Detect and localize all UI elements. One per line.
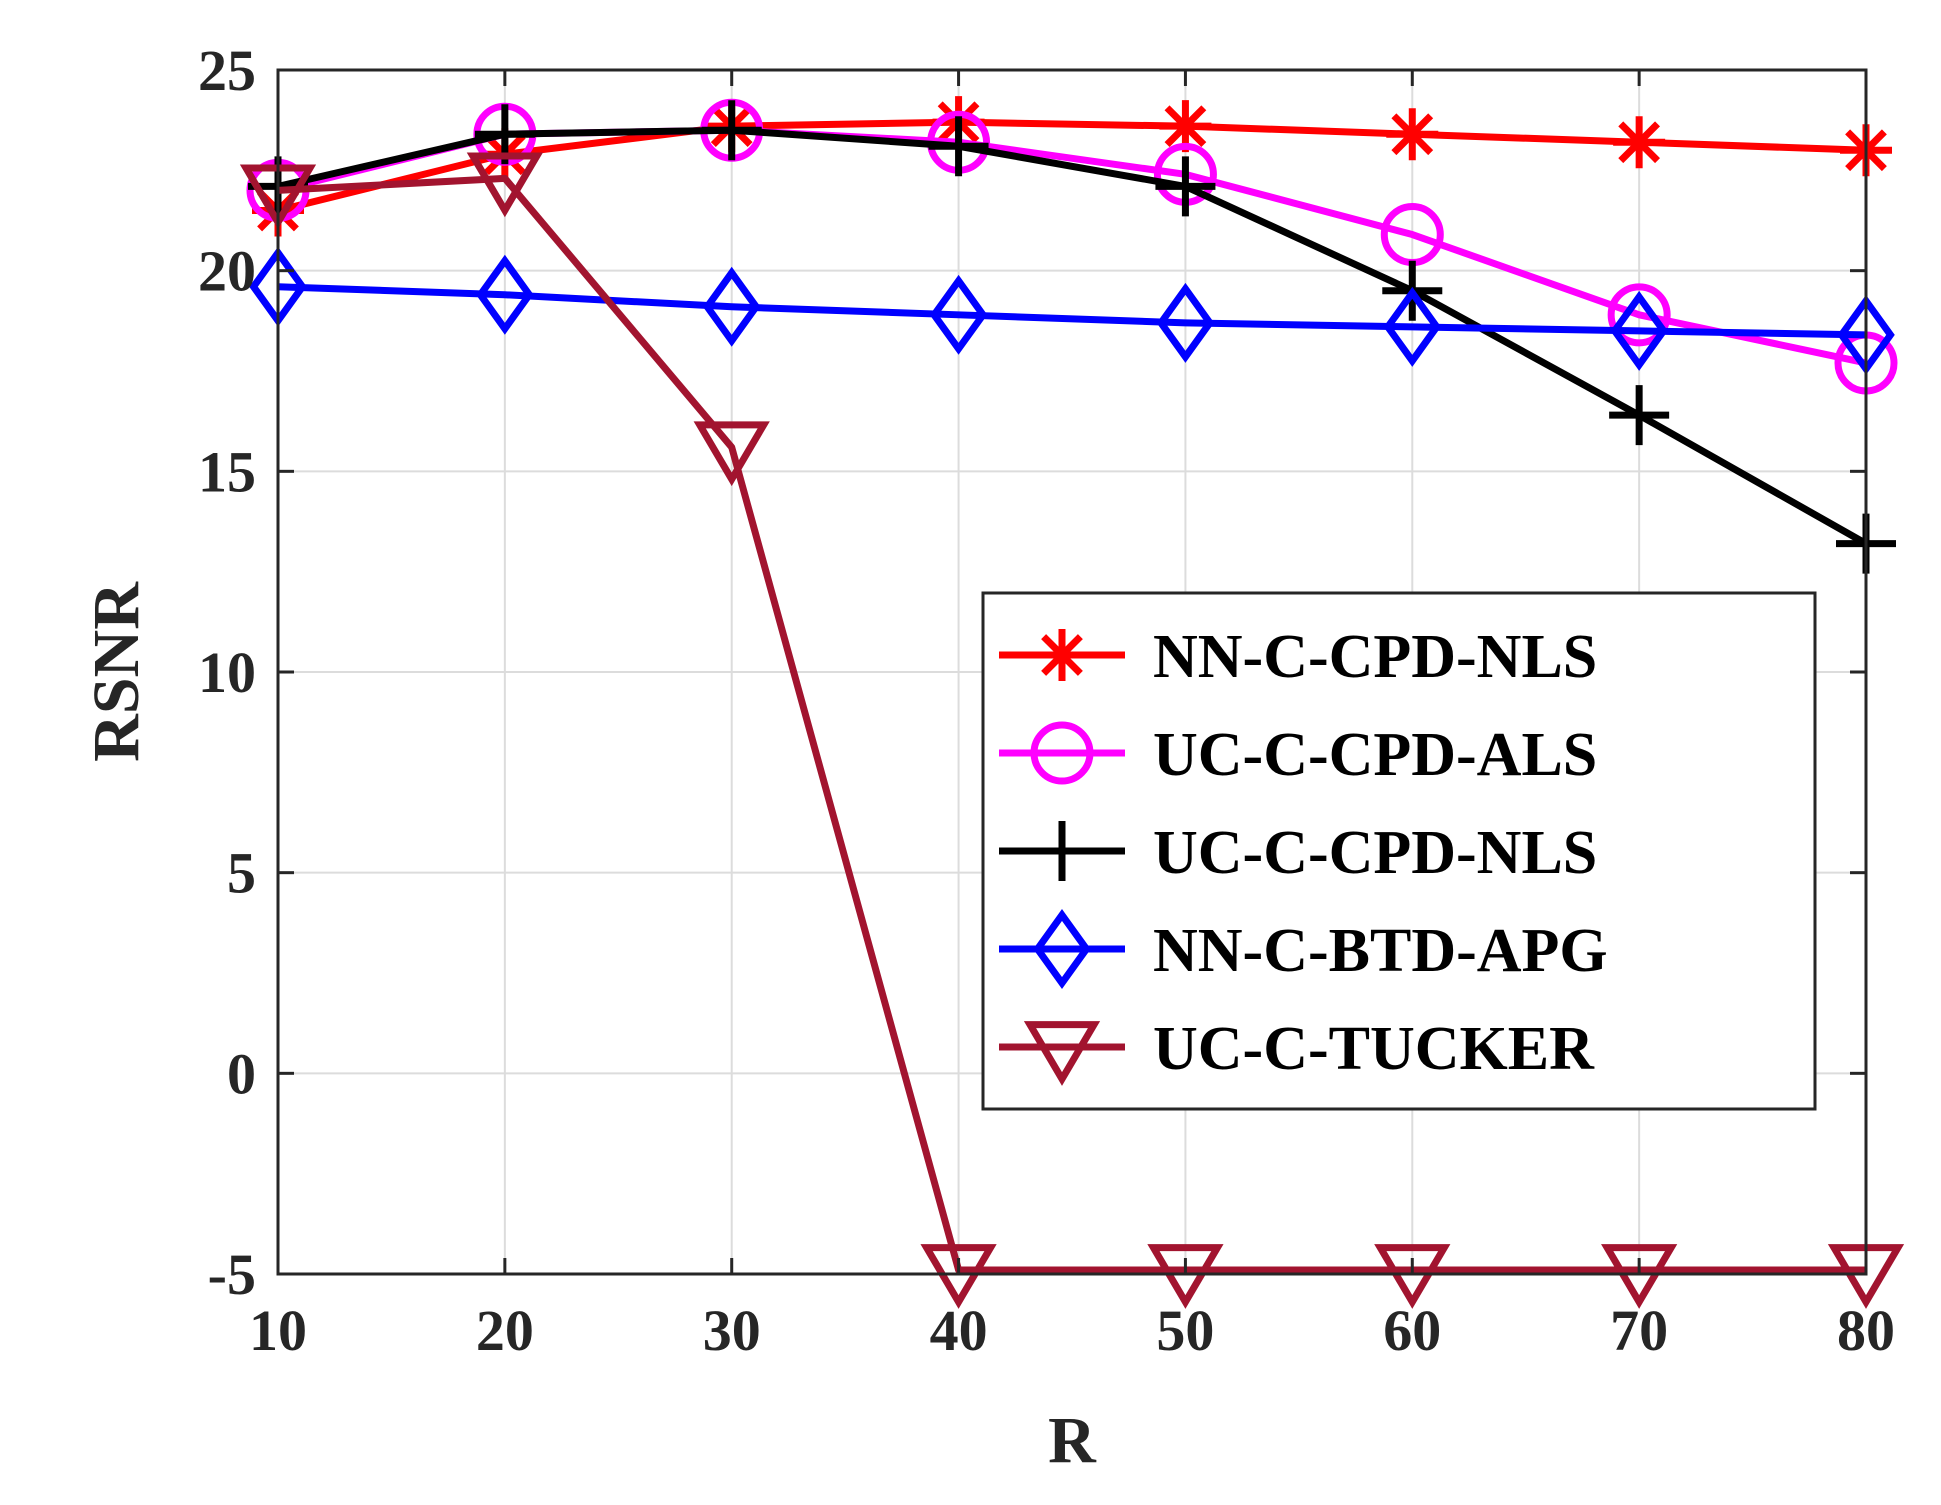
legend-marker: [1033, 909, 1091, 989]
data-point-marker: [1383, 286, 1442, 367]
legend-entry: UC-C-CPD-NLS: [999, 819, 1597, 887]
y-tick-label: 10: [198, 640, 256, 705]
y-tick-label: 15: [198, 439, 256, 504]
x-tick-label: 20: [476, 1298, 534, 1363]
y-axis-label: RSNR: [80, 581, 153, 762]
legend-entry: UC-C-TUCKER: [999, 1015, 1595, 1086]
x-axis-label: R: [1048, 1404, 1097, 1477]
y-tick-label: 5: [227, 841, 256, 906]
data-point-marker: [466, 152, 543, 218]
x-axis-ticks: 10 20 30 40 50 60 70 80: [249, 70, 1895, 1363]
legend-entry: NN-C-BTD-APG: [999, 909, 1608, 989]
series-line: [277, 283, 1867, 339]
data-point-marker: [1164, 105, 1207, 148]
series-line: [277, 174, 1866, 1274]
y-axis-ticks: -5 0 5 10 15 20 25: [198, 38, 1866, 1307]
legend-label: NN-C-BTD-APG: [1153, 917, 1608, 985]
data-point-marker: [1156, 282, 1215, 363]
series-line: [277, 118, 1867, 214]
data-point-marker: [1618, 121, 1661, 164]
data-point-marker: [1610, 290, 1668, 371]
x-tick-label: 10: [249, 1298, 307, 1363]
x-tick-label: 50: [1156, 1298, 1214, 1363]
data-point-marker: [1155, 156, 1216, 217]
series-line: [277, 126, 1868, 547]
data-point-marker: [1609, 385, 1670, 446]
data-point-marker: [1391, 113, 1434, 156]
legend-marker: [1041, 634, 1083, 676]
data-point-marker: [693, 421, 770, 487]
data-point-marker: [1607, 283, 1671, 347]
x-tick-label: 60: [1383, 1298, 1441, 1363]
series-layer: [239, 96, 1905, 1309]
legend-marker: [1032, 821, 1092, 881]
legend-label: UC-C-CPD-NLS: [1153, 819, 1597, 887]
legend-entry: UC-C-CPD-ALS: [999, 721, 1597, 789]
x-tick-label: 80: [1837, 1298, 1895, 1363]
data-point-marker: [701, 100, 762, 161]
legend-marker: [1030, 721, 1094, 785]
data-point-marker: [476, 254, 534, 335]
legend-label: UC-C-TUCKER: [1153, 1015, 1595, 1083]
legend-entry: NN-C-CPD-NLS: [999, 623, 1597, 691]
data-point-marker: [702, 266, 761, 347]
x-tick-label: 70: [1610, 1298, 1668, 1363]
legend-label: NN-C-CPD-NLS: [1153, 623, 1597, 691]
y-tick-label: 25: [198, 38, 256, 103]
data-point-marker: [928, 116, 989, 177]
y-tick-label: -5: [208, 1242, 256, 1307]
legend-label: UC-C-CPD-ALS: [1153, 721, 1597, 789]
x-tick-label: 40: [930, 1298, 988, 1363]
legend: NN-C-CPD-NLS UC-C-CPD-ALS UC-C-CPD-NLS NN-C…: [981, 591, 1817, 1111]
y-tick-label: 20: [198, 239, 256, 304]
y-tick-label: 0: [227, 1041, 256, 1106]
legend-marker: [1023, 1021, 1101, 1086]
data-point-marker: [929, 274, 988, 355]
x-tick-label: 30: [703, 1298, 761, 1363]
